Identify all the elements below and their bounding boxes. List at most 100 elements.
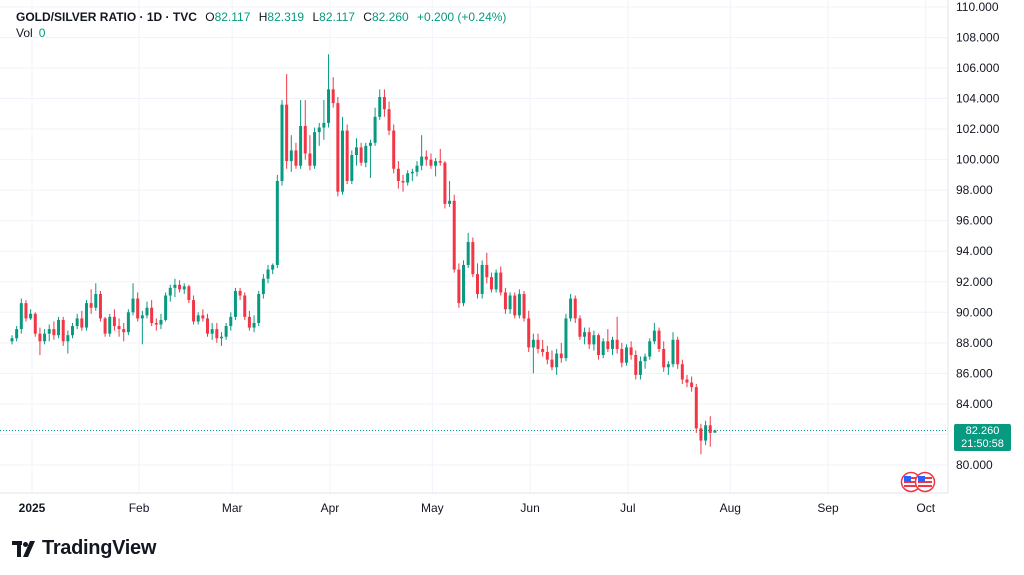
- candle: [606, 329, 610, 353]
- candle: [317, 122, 321, 146]
- high-value: 82.319: [267, 10, 305, 24]
- open-value: 82.117: [214, 10, 251, 24]
- candle-body: [503, 292, 507, 310]
- candle-body: [401, 180, 405, 183]
- candle: [299, 100, 303, 169]
- candle: [531, 333, 535, 374]
- last-price-value: 82.260: [965, 425, 1000, 437]
- candle-body: [610, 339, 614, 349]
- candle-body: [466, 242, 470, 265]
- candle-body: [75, 318, 79, 327]
- candle: [382, 89, 386, 117]
- candle-body: [322, 122, 326, 128]
- candle-body: [182, 286, 186, 290]
- candle-body: [187, 286, 191, 301]
- candle: [666, 361, 670, 375]
- candle: [131, 283, 135, 316]
- candle: [52, 321, 56, 340]
- candle: [392, 124, 396, 174]
- candle: [466, 232, 470, 269]
- candle-body: [485, 264, 489, 278]
- candle: [494, 269, 498, 293]
- candle: [410, 168, 414, 181]
- candle-body: [527, 318, 531, 348]
- candle: [285, 74, 289, 169]
- candle-body: [499, 272, 503, 293]
- us-flags-event-icon[interactable]: [900, 471, 936, 493]
- candle: [173, 278, 177, 298]
- candle: [29, 309, 33, 320]
- candle-body: [359, 147, 363, 163]
- candle: [387, 101, 391, 136]
- symbol-title[interactable]: GOLD/SILVER RATIO · 1D · TVC: [16, 10, 197, 24]
- candle: [80, 310, 84, 331]
- candle-body: [694, 387, 698, 429]
- close-value: 82.260: [371, 10, 409, 24]
- candle-body: [671, 339, 675, 365]
- price-tick-label: 98.000: [956, 183, 993, 197]
- candle-body: [201, 315, 205, 319]
- candle: [424, 150, 428, 166]
- time-axis[interactable]: 2025 Feb Mar Apr May Jun Jul Aug Sep Oct: [0, 492, 948, 515]
- candle-body: [168, 287, 172, 296]
- candle: [126, 309, 130, 336]
- candle: [713, 429, 717, 433]
- candle-body: [708, 425, 712, 433]
- candle: [252, 315, 256, 333]
- candle: [489, 272, 493, 293]
- candle: [257, 290, 261, 327]
- candle-body: [704, 425, 708, 441]
- candle-body: [38, 333, 42, 342]
- candle: [471, 237, 475, 278]
- candle: [485, 252, 489, 284]
- candle-body: [583, 332, 587, 337]
- candle: [648, 338, 652, 360]
- candle: [308, 135, 312, 171]
- price-tick-label: 108.000: [956, 30, 1000, 44]
- candle-body: [592, 335, 596, 345]
- price-tick-label: 86.000: [956, 366, 993, 380]
- candle-body: [536, 339, 540, 349]
- candle: [443, 161, 447, 209]
- candle: [117, 318, 121, 337]
- candle-body: [648, 341, 652, 357]
- high-label: H: [258, 10, 268, 24]
- candle-body: [103, 318, 107, 334]
- candle: [624, 344, 628, 366]
- candle-body: [699, 428, 703, 441]
- candle: [136, 292, 140, 322]
- candle: [541, 339, 545, 357]
- candle-body: [66, 335, 70, 342]
- candle-body: [676, 339, 680, 365]
- candle: [224, 322, 228, 340]
- candle-body: [164, 295, 168, 320]
- candle: [266, 264, 270, 284]
- candle-body: [452, 200, 456, 270]
- candle: [629, 341, 633, 360]
- price-tick-label: 100.000: [956, 153, 1000, 167]
- candle: [503, 287, 507, 314]
- candle-body: [108, 316, 112, 334]
- tradingview-logo[interactable]: TradingView: [12, 537, 156, 560]
- candle-body: [61, 319, 65, 342]
- candle-body: [243, 295, 247, 317]
- candle: [331, 77, 335, 108]
- candle-body: [545, 352, 549, 360]
- candle-body: [657, 330, 661, 349]
- candles: [10, 54, 717, 455]
- candle-body: [597, 335, 601, 356]
- candle-body: [261, 278, 265, 294]
- candle: [359, 142, 363, 166]
- candle-body: [336, 103, 340, 192]
- candle: [280, 100, 284, 186]
- candle: [452, 194, 456, 273]
- candle: [24, 300, 28, 322]
- candle: [229, 312, 233, 331]
- candle-body: [410, 171, 414, 174]
- candle-body: [508, 295, 512, 310]
- candle: [620, 342, 624, 368]
- price-axis[interactable]: 80.00082.00084.00086.00088.00090.00092.0…: [947, 0, 1000, 493]
- candle: [122, 322, 126, 342]
- candle: [145, 301, 149, 319]
